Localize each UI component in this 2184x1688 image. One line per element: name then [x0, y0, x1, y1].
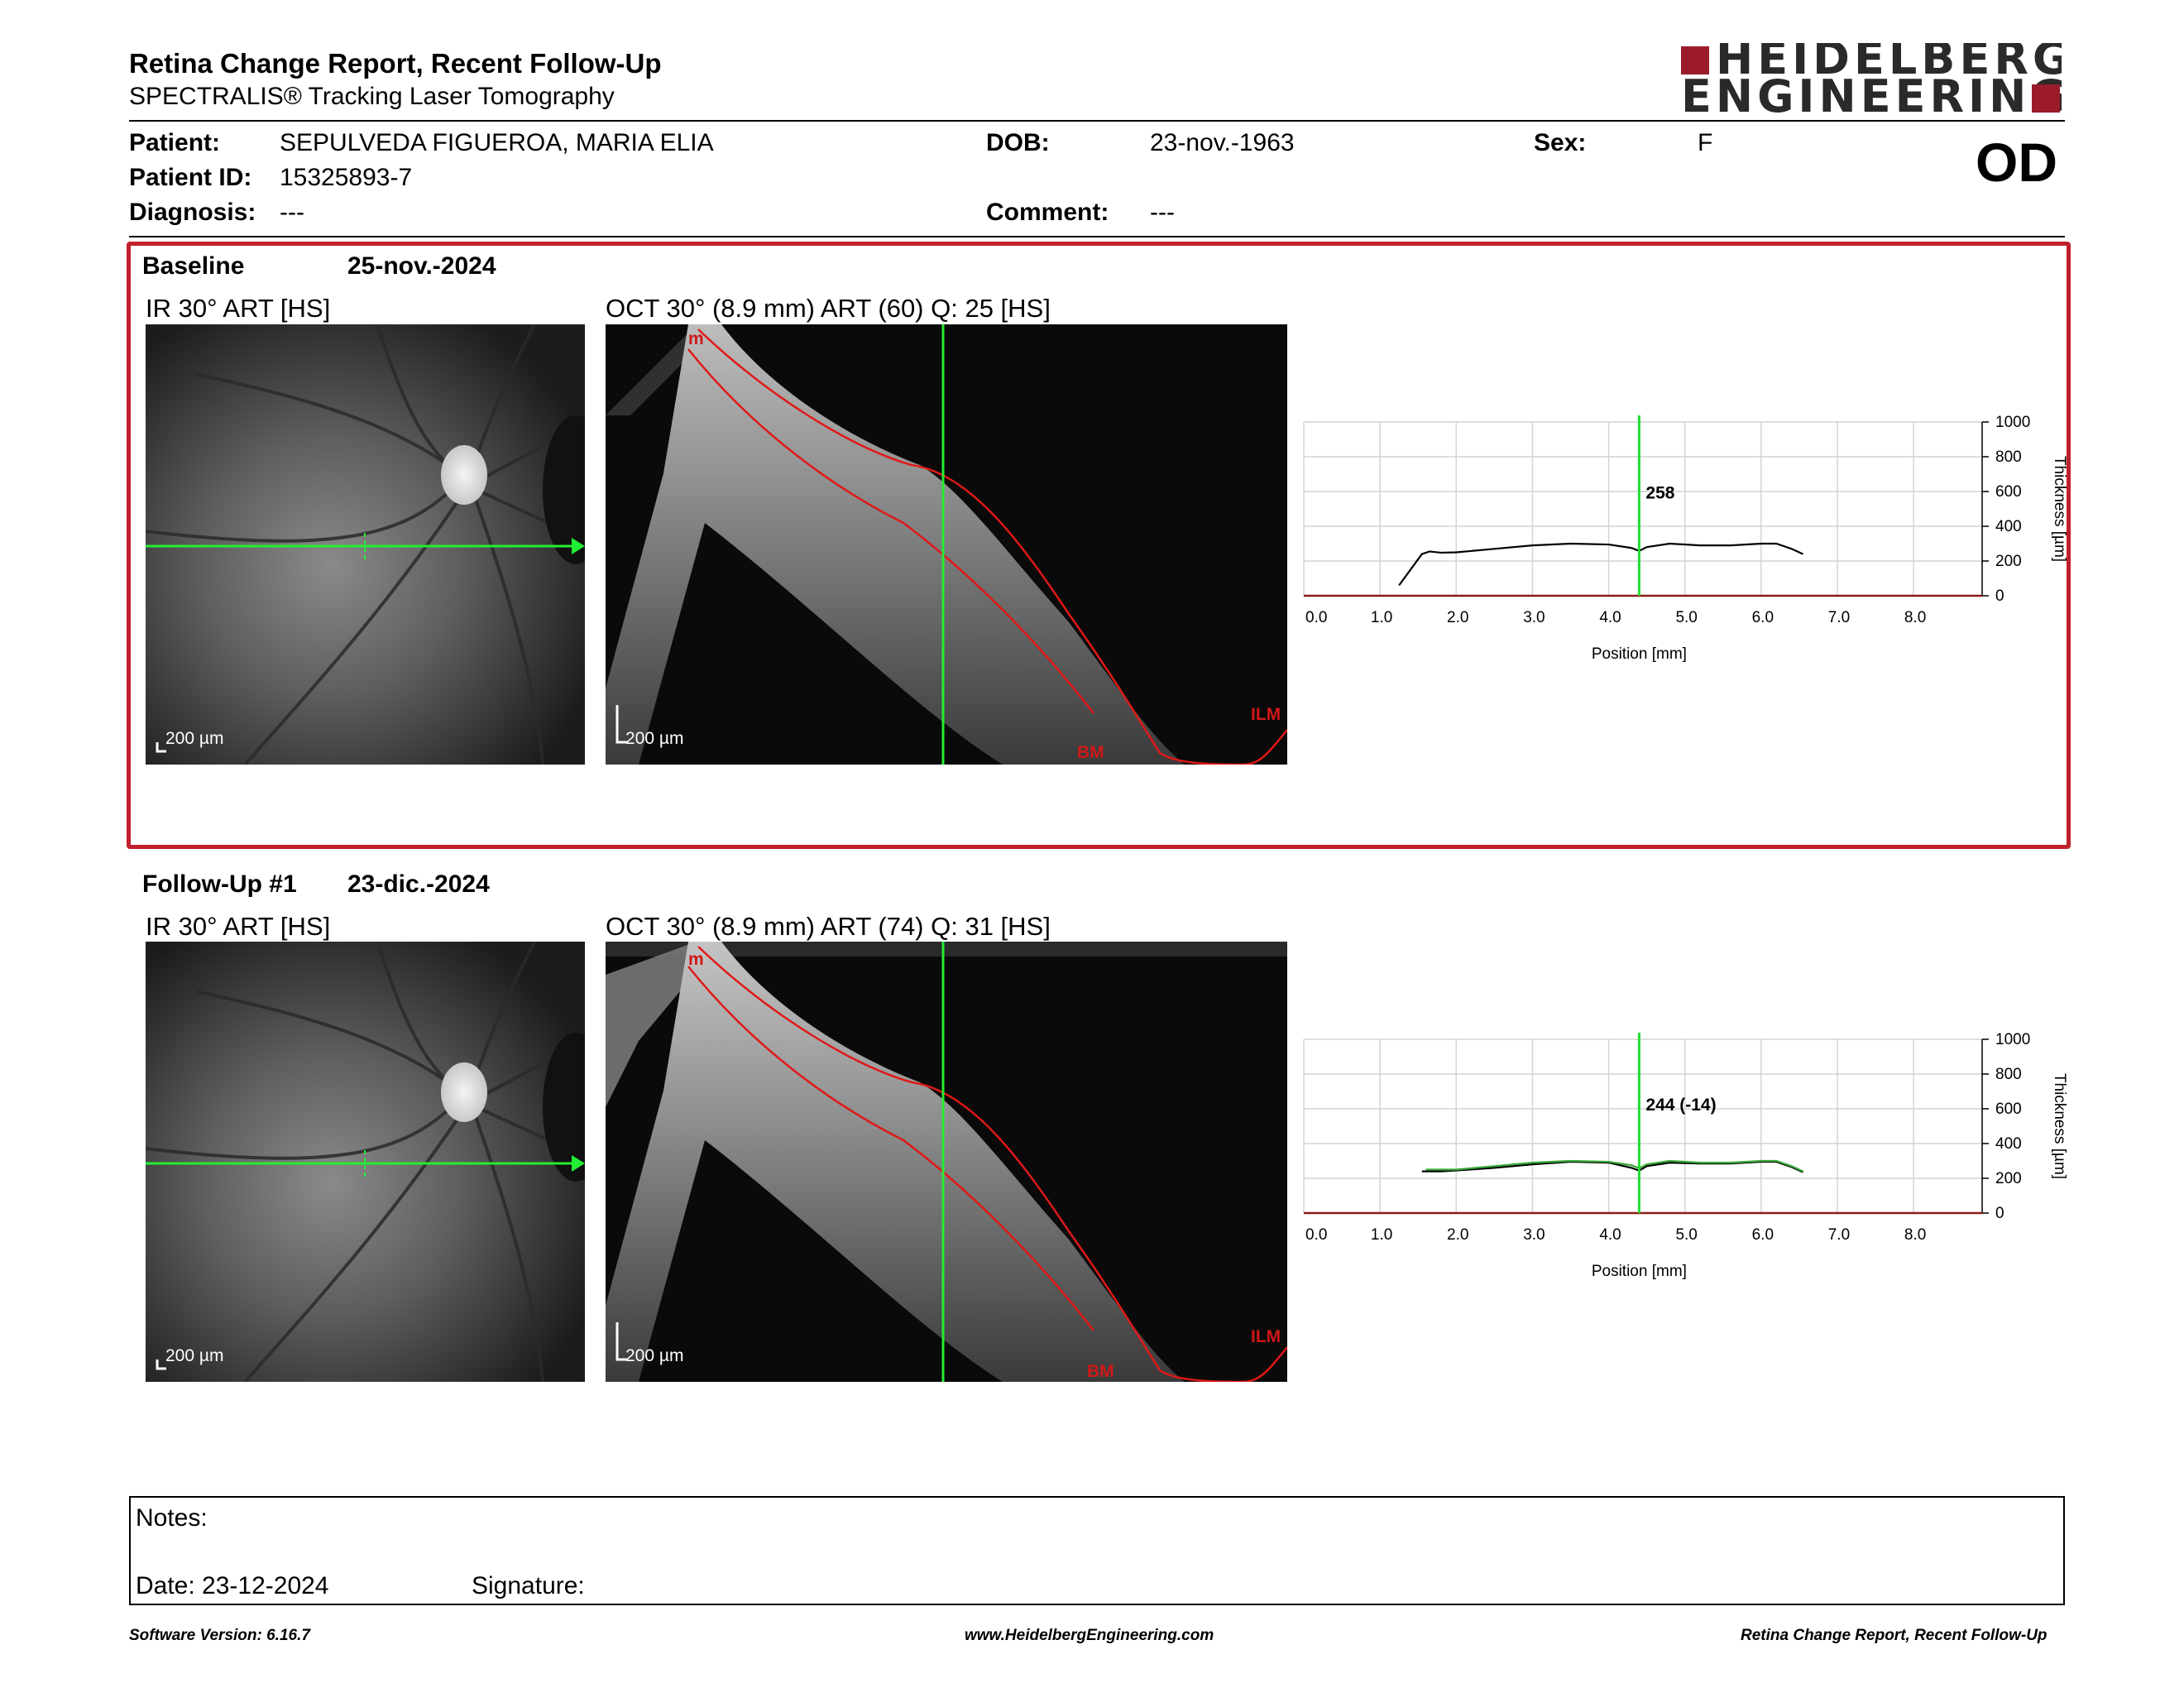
followup-chart-ticks: 0.0 1.0 2.0 3.0 4.0 5.0 6.0 7.0 8.0 0 200 400 600 800… — [1305, 1031, 2030, 1244]
patient-rule — [129, 236, 2065, 237]
chart-x-tick-label: 6.0 — [1752, 609, 1774, 626]
patient-label: Patient: — [129, 129, 221, 156]
baseline-oct-scale: 200 µm — [625, 729, 683, 748]
baseline-label: Baseline — [142, 252, 245, 280]
patient-name: SEPULVEDA FIGUEROA, MARIA ELIA — [280, 129, 714, 156]
chart-series-line — [1398, 542, 1803, 587]
baseline-layer-label-ilm: ILM — [1251, 705, 1281, 724]
chart-x-tick-label: 7.0 — [1828, 1226, 1850, 1244]
chart-x-tick-label: 8.0 — [1904, 1226, 1926, 1244]
notes-box[interactable] — [129, 1496, 2065, 1605]
heidelberg-logo: HEIDELBERG ENGINEERING — [1681, 32, 2069, 122]
chart-x-tick-label: 6.0 — [1752, 1226, 1774, 1244]
baseline-oct-label: OCT 30° (8.9 mm) ART (60) Q: 25 [HS] — [606, 294, 1051, 323]
chart-y-tick-label: 800 — [1995, 448, 2022, 466]
baseline-ir-image[interactable]: 200 µm — [146, 324, 585, 765]
chart-y-tick-label: 0 — [1995, 587, 2004, 605]
followup-oct-image[interactable]: 200 µm m ILM BM — [606, 942, 1287, 1382]
report-title: Retina Change Report, Recent Follow-Up — [129, 48, 662, 79]
baseline-chart-ylabel: Thickness [µm] — [2051, 456, 2068, 562]
followup-oct-scale: 200 µm — [625, 1346, 683, 1365]
dob-value: 23-nov.-1963 — [1150, 129, 1295, 156]
chart-x-tick-label: 4.0 — [1599, 1226, 1621, 1244]
comment-value: --- — [1150, 199, 1175, 226]
followup-layer-label-bm: BM — [1087, 1362, 1114, 1381]
header-rule — [129, 120, 2065, 122]
followup-ir-image[interactable]: 200 µm — [146, 942, 585, 1382]
followup-chart-series — [1421, 1159, 1803, 1173]
sex-label: Sex: — [1534, 129, 1587, 156]
baseline-exam-box — [127, 242, 2071, 849]
chart-y-tick-label: 200 — [1995, 1170, 2022, 1187]
followup-chart-grid — [1303, 1038, 1983, 1215]
baseline-layer-label-bm: BM — [1077, 743, 1104, 762]
footer-software: Software Version: 6.16.7 — [129, 1627, 310, 1644]
footer-report: Retina Change Report, Recent Follow-Up — [1741, 1627, 2048, 1644]
baseline-chart-grid — [1303, 421, 1983, 597]
chart-y-tick-label: 1000 — [1995, 414, 2030, 431]
patient-id-value: 15325893-7 — [280, 164, 413, 191]
chart-y-tick-label: 0 — [1995, 1205, 2004, 1222]
baseline-oct-image[interactable]: 200 µm m ILM BM — [606, 324, 1287, 765]
followup-oct-label: OCT 30° (8.9 mm) ART (74) Q: 31 [HS] — [606, 912, 1051, 941]
diagnosis-value: --- — [280, 199, 304, 226]
baseline-date: 25-nov.-2024 — [347, 252, 496, 280]
baseline-layer-label-m: m — [688, 329, 704, 348]
chart-y-tick-label: 400 — [1995, 518, 2022, 535]
followup-ir-label: IR 30° ART [HS] — [146, 912, 331, 941]
followup-date: 23-dic.-2024 — [347, 870, 490, 898]
chart-x-tick-label: 3.0 — [1523, 609, 1545, 626]
notes-label: Notes: — [136, 1504, 208, 1532]
sex-value: F — [1698, 129, 1713, 156]
followup-thickness-chart: 0.0 1.0 2.0 3.0 4.0 5.0 6.0 7.0 8.0 0 200 400 600 800… — [1302, 1024, 2080, 1297]
chart-x-tick-label: 0.0 — [1305, 1226, 1327, 1244]
chart-y-tick-label: 600 — [1995, 1101, 2022, 1118]
chart-y-tick-label: 400 — [1995, 1135, 2022, 1153]
patient-id-label: Patient ID: — [129, 164, 252, 191]
chart-x-tick-label: 5.0 — [1675, 1226, 1697, 1244]
baseline-ir-label: IR 30° ART [HS] — [146, 294, 331, 323]
report-subtitle: SPECTRALIS® Tracking Laser Tomography — [129, 83, 615, 110]
chart-y-tick-label: 200 — [1995, 553, 2022, 570]
chart-x-tick-label: 7.0 — [1828, 609, 1850, 626]
chart-x-tick-label: 5.0 — [1675, 609, 1697, 626]
chart-x-tick-label: 3.0 — [1523, 1226, 1545, 1244]
followup-chart-ylabel: Thickness [µm] — [2051, 1073, 2068, 1179]
chart-x-tick-label: 2.0 — [1447, 609, 1468, 626]
chart-y-tick-label: 1000 — [1995, 1031, 2030, 1048]
comment-label: Comment: — [986, 199, 1109, 226]
chart-x-tick-label: 0.0 — [1305, 609, 1327, 626]
chart-x-tick-label: 4.0 — [1599, 609, 1621, 626]
baseline-chart-ticks: 0.0 1.0 2.0 3.0 4.0 5.0 6.0 7.0 8.0 0 200 400 600 800… — [1305, 414, 2030, 626]
baseline-ir-scale: 200 µm — [165, 729, 223, 748]
baseline-chart-xlabel: Position [mm] — [1592, 645, 1687, 663]
date-label: Date: 23-12-2024 — [136, 1572, 329, 1599]
chart-x-tick-label: 2.0 — [1447, 1226, 1468, 1244]
followup-layer-label-ilm: ILM — [1251, 1327, 1281, 1346]
dob-label: DOB: — [986, 129, 1050, 156]
logo-line2: ENGINEERING — [1681, 70, 2062, 117]
followup-ir-scale: 200 µm — [165, 1346, 223, 1365]
baseline-chart-series — [1398, 542, 1803, 587]
chart-x-tick-label: 8.0 — [1904, 609, 1926, 626]
baseline-thickness-chart: 0.0 1.0 2.0 3.0 4.0 5.0 6.0 7.0 8.0 0 200 400 600 800… — [1302, 407, 2080, 680]
followup-chart-value-label: 244 (-14) — [1645, 1096, 1716, 1115]
followup-label: Follow-Up #1 — [142, 870, 297, 898]
signature-label: Signature: — [472, 1572, 585, 1599]
footer-website[interactable]: www.HeidelbergEngineering.com — [965, 1627, 1214, 1644]
baseline-chart-value-label: 258 — [1645, 483, 1674, 502]
followup-layer-label-m: m — [688, 950, 704, 969]
chart-y-tick-label: 800 — [1995, 1066, 2022, 1083]
chart-series-line — [1425, 1159, 1803, 1172]
chart-x-tick-label: 1.0 — [1371, 609, 1392, 626]
chart-x-tick-label: 1.0 — [1371, 1226, 1392, 1244]
diagnosis-label: Diagnosis: — [129, 199, 256, 226]
followup-chart-xlabel: Position [mm] — [1592, 1263, 1687, 1280]
chart-y-tick-label: 600 — [1995, 483, 2022, 501]
eye-indicator: OD — [1976, 132, 2057, 193]
